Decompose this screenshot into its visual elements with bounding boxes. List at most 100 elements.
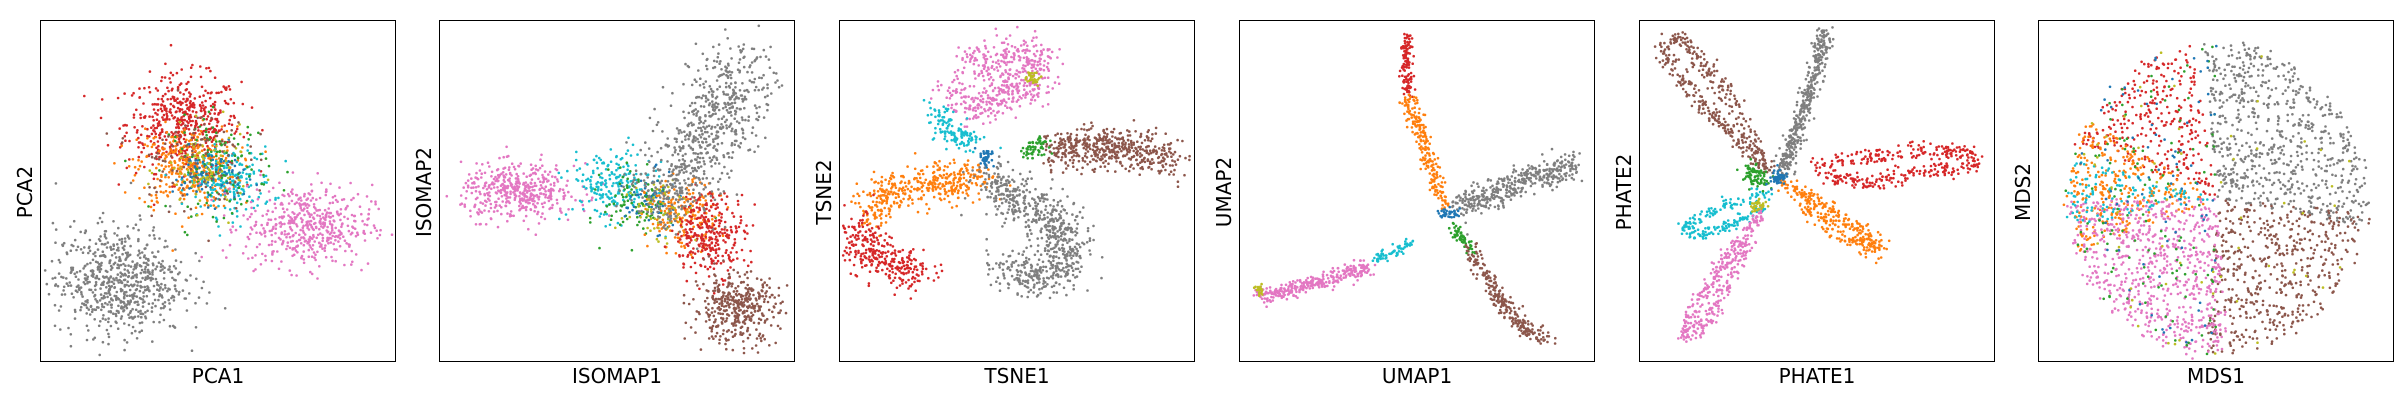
scatter-point	[683, 164, 687, 167]
scatter-point	[711, 196, 715, 199]
scatter-point	[712, 292, 716, 295]
scatter-point	[727, 291, 731, 295]
scatter-point	[731, 246, 734, 250]
scatter-point	[696, 137, 699, 141]
scatter-point	[651, 222, 655, 226]
scatter-point	[675, 189, 678, 193]
scatter-point	[54, 182, 58, 185]
scatter-point	[163, 305, 167, 308]
scatter-point	[667, 174, 671, 178]
scatter-point	[206, 195, 209, 199]
scatter-point	[152, 208, 156, 212]
scatter-point	[288, 225, 292, 229]
scatter-point	[698, 133, 701, 137]
scatter-point	[271, 227, 275, 230]
scatter-point	[353, 219, 356, 223]
scatter-point	[715, 60, 719, 63]
scatter-point	[176, 167, 180, 170]
scatter-point	[301, 218, 304, 222]
scatter-point	[167, 287, 170, 291]
scatter-point	[653, 189, 656, 193]
scatter-point	[699, 105, 703, 108]
scatter-point	[536, 212, 539, 216]
scatter-point	[209, 69, 212, 73]
scatter-point	[700, 214, 704, 217]
scatter-point	[742, 259, 746, 262]
scatter-point	[212, 196, 216, 199]
scatter-point	[688, 131, 692, 134]
scatter-point	[725, 313, 729, 316]
scatter-point	[711, 177, 715, 180]
scatter-point	[140, 285, 143, 289]
scatter-point	[518, 200, 521, 203]
scatter-point	[140, 329, 144, 333]
scatter-point	[107, 284, 111, 288]
scatter-point	[93, 251, 97, 254]
scatter-point	[702, 82, 705, 86]
scatter-point	[164, 286, 167, 290]
scatter-point	[160, 103, 164, 107]
scatter-point	[720, 304, 724, 308]
scatter-point	[508, 196, 512, 199]
scatter-point	[333, 220, 336, 223]
scatter-point	[200, 183, 203, 186]
scatter-point	[168, 77, 171, 80]
scatter-point	[497, 176, 500, 179]
scatter-point	[655, 123, 659, 127]
scatter-point	[102, 314, 105, 317]
scatter-point	[288, 235, 292, 239]
scatter-point	[123, 304, 127, 308]
scatter-point	[708, 265, 712, 269]
scatter-point	[757, 297, 761, 300]
scatter-point	[738, 69, 742, 73]
scatter-point	[532, 202, 535, 206]
scatter-point	[153, 157, 157, 160]
scatter-point	[216, 161, 220, 164]
scatter-point	[321, 233, 324, 237]
scatter-point	[760, 278, 763, 282]
scatter-point	[503, 193, 506, 197]
scatter-point	[290, 273, 293, 277]
scatter-point	[229, 228, 232, 232]
scatter-point	[190, 215, 193, 218]
scatter-point	[717, 108, 721, 112]
scatter-point	[128, 158, 131, 161]
scatter-point	[656, 121, 660, 124]
scatter-point	[675, 127, 679, 130]
scatter-point	[233, 195, 236, 199]
scatter-point	[247, 138, 250, 141]
scatter-point	[734, 112, 737, 116]
scatter-point	[707, 337, 711, 340]
scatter-point	[314, 258, 317, 262]
scatter-point	[143, 254, 146, 257]
scatter-point	[502, 178, 506, 182]
scatter-point	[126, 275, 130, 279]
scatter-point	[164, 173, 167, 177]
scatter-point	[702, 239, 706, 243]
scatter-point	[131, 271, 135, 274]
scatter-point	[660, 158, 663, 162]
scatter-point	[467, 173, 471, 176]
scatter-point	[231, 175, 234, 179]
scatter-point	[131, 158, 135, 161]
scatter-point	[178, 175, 181, 178]
scatter-point	[649, 208, 653, 211]
scatter-point	[263, 235, 267, 238]
scatter-point	[601, 200, 605, 204]
scatter-point	[608, 203, 611, 206]
scatter-point	[170, 131, 173, 134]
scatter-point	[227, 160, 230, 163]
scatter-point	[223, 99, 227, 103]
scatter-point	[89, 304, 93, 308]
scatter-point	[117, 226, 120, 230]
scatter-point	[185, 178, 189, 181]
scatter-point	[553, 184, 556, 187]
scatter-point	[182, 197, 186, 201]
scatter-point	[97, 324, 101, 328]
scatter-point	[334, 226, 338, 230]
scatter-point	[132, 91, 135, 95]
scatter-point	[682, 262, 685, 265]
scatter-point	[612, 202, 616, 205]
scatter-point	[160, 76, 164, 79]
scatter-point	[128, 288, 132, 292]
